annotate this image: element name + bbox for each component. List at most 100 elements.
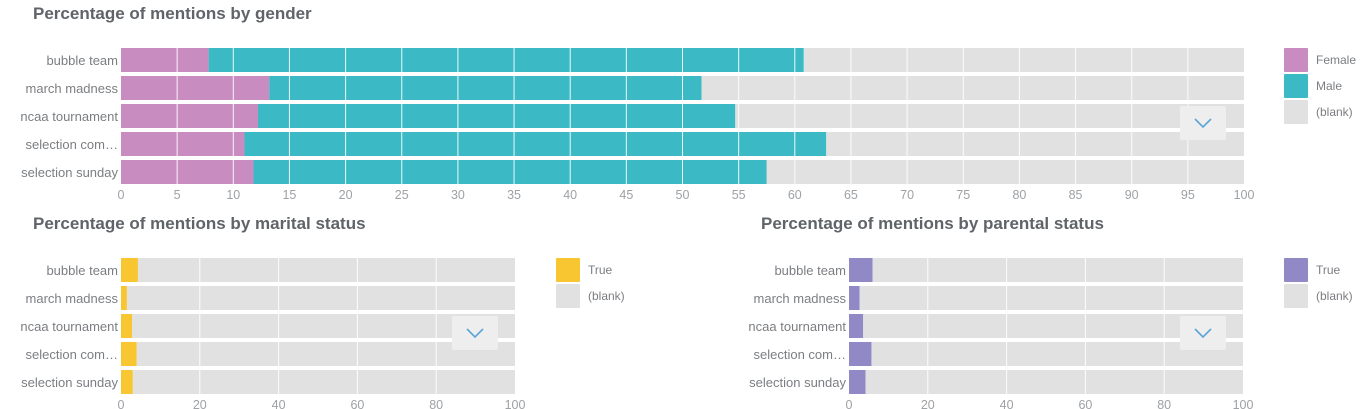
bar-parental-blank-2[interactable] xyxy=(863,314,1243,338)
gender-chart-title: Percentage of mentions by gender xyxy=(33,4,312,23)
bar-marital-blank-1[interactable] xyxy=(126,286,515,310)
marital-chart-title: Percentage of mentions by marital status xyxy=(33,214,366,233)
bar-parental-blank-4[interactable] xyxy=(865,370,1243,394)
x-tick-label: 20 xyxy=(339,188,353,202)
bar-parental-true-0[interactable] xyxy=(849,258,873,282)
bar-marital-blank-4[interactable] xyxy=(132,370,515,394)
legend-label[interactable]: (blank) xyxy=(1316,105,1353,119)
bar-gender-blank-4[interactable] xyxy=(766,160,1244,184)
legend-label[interactable]: (blank) xyxy=(1316,289,1353,303)
bar-gender-male-4[interactable] xyxy=(253,160,767,184)
legend-swatch[interactable] xyxy=(1284,258,1308,282)
bar-parental-true-1[interactable] xyxy=(849,286,860,310)
bar-gender-male-3[interactable] xyxy=(244,132,827,156)
chevron-down-icon xyxy=(466,328,484,339)
bar-gender-female-2[interactable] xyxy=(121,104,259,128)
bar-parental-true-2[interactable] xyxy=(849,314,864,338)
bar-parental-true-3[interactable] xyxy=(849,342,872,366)
legend-swatch[interactable] xyxy=(1284,100,1308,124)
parental-chart: bubble team march madness ncaa tournament s… xyxy=(748,258,1353,409)
x-tick-label: 100 xyxy=(505,398,526,409)
x-tick-label: 80 xyxy=(429,398,443,409)
chevron-down-icon xyxy=(1194,328,1212,339)
x-tick-label: 90 xyxy=(1125,188,1139,202)
category-label: selection com… xyxy=(26,137,118,152)
legend-label[interactable]: True xyxy=(1316,263,1341,277)
bar-gender-female-3[interactable] xyxy=(121,132,245,156)
category-label: march madness xyxy=(26,291,119,306)
x-tick-label: 65 xyxy=(844,188,858,202)
legend-label[interactable]: Male xyxy=(1316,79,1342,93)
category-label: bubble team xyxy=(46,53,118,68)
bar-gender-female-1[interactable] xyxy=(121,76,270,100)
marital-chart: bubble team march madness ncaa tournament s… xyxy=(20,258,625,409)
x-tick-label: 55 xyxy=(732,188,746,202)
x-tick-label: 0 xyxy=(846,398,853,409)
category-label: ncaa tournament xyxy=(20,109,118,124)
bar-marital-true-0[interactable] xyxy=(121,258,138,282)
x-tick-label: 70 xyxy=(900,188,914,202)
legend-swatch[interactable] xyxy=(1284,74,1308,98)
bar-marital-true-3[interactable] xyxy=(121,342,137,366)
legend-swatch[interactable] xyxy=(556,258,580,282)
legend-swatch[interactable] xyxy=(1284,48,1308,72)
bar-parental-blank-1[interactable] xyxy=(859,286,1243,310)
x-tick-label: 15 xyxy=(282,188,296,202)
category-label: bubble team xyxy=(774,263,846,278)
legend-label[interactable]: True xyxy=(588,263,613,277)
x-tick-label: 60 xyxy=(1078,398,1092,409)
bar-gender-blank-3[interactable] xyxy=(826,132,1244,156)
x-tick-label: 20 xyxy=(193,398,207,409)
category-label: selection sunday xyxy=(21,165,118,180)
x-tick-label: 100 xyxy=(1233,398,1254,409)
gender-chart: bubble team march madness ncaa tournament s… xyxy=(20,48,1356,202)
x-tick-label: 100 xyxy=(1234,188,1255,202)
x-tick-label: 60 xyxy=(788,188,802,202)
x-tick-label: 10 xyxy=(226,188,240,202)
legend-swatch[interactable] xyxy=(1284,284,1308,308)
x-tick-label: 85 xyxy=(1069,188,1083,202)
category-label: march madness xyxy=(754,291,847,306)
bar-gender-blank-2[interactable] xyxy=(735,104,1244,128)
x-tick-label: 35 xyxy=(507,188,521,202)
x-tick-label: 40 xyxy=(563,188,577,202)
parental-expand-button[interactable] xyxy=(1180,316,1226,350)
category-label: march madness xyxy=(26,81,119,96)
x-tick-label: 80 xyxy=(1012,188,1026,202)
parental-chart-title: Percentage of mentions by parental statu… xyxy=(761,214,1104,233)
legend-label[interactable]: Female xyxy=(1316,53,1356,67)
x-tick-label: 30 xyxy=(451,188,465,202)
bar-marital-true-1[interactable] xyxy=(121,286,127,310)
x-tick-label: 40 xyxy=(272,398,286,409)
bar-marital-true-4[interactable] xyxy=(121,370,133,394)
category-label: ncaa tournament xyxy=(748,319,846,334)
bar-marital-blank-2[interactable] xyxy=(132,314,516,338)
bar-gender-female-0[interactable] xyxy=(121,48,209,72)
bar-gender-female-4[interactable] xyxy=(121,160,254,184)
category-label: bubble team xyxy=(46,263,118,278)
x-tick-label: 5 xyxy=(174,188,181,202)
legend-swatch[interactable] xyxy=(556,284,580,308)
marital-expand-button[interactable] xyxy=(452,316,498,350)
bar-gender-blank-1[interactable] xyxy=(701,76,1244,100)
bar-parental-true-4[interactable] xyxy=(849,370,866,394)
category-label: ncaa tournament xyxy=(20,319,118,334)
bar-marital-blank-0[interactable] xyxy=(137,258,515,282)
bar-gender-blank-0[interactable] xyxy=(803,48,1244,72)
x-tick-label: 60 xyxy=(350,398,364,409)
bar-gender-male-1[interactable] xyxy=(269,76,702,100)
bar-gender-male-0[interactable] xyxy=(208,48,804,72)
bar-parental-blank-0[interactable] xyxy=(872,258,1243,282)
gender-expand-button[interactable] xyxy=(1180,106,1226,140)
legend-label[interactable]: (blank) xyxy=(588,289,625,303)
x-tick-label: 45 xyxy=(619,188,633,202)
chevron-down-icon xyxy=(1194,118,1212,129)
bar-gender-male-2[interactable] xyxy=(258,104,736,128)
x-tick-label: 95 xyxy=(1181,188,1195,202)
category-label: selection com… xyxy=(754,347,846,362)
x-tick-label: 25 xyxy=(395,188,409,202)
category-label: selection com… xyxy=(26,347,118,362)
bar-marital-true-2[interactable] xyxy=(121,314,133,338)
x-tick-label: 0 xyxy=(118,398,125,409)
x-tick-label: 0 xyxy=(118,188,125,202)
